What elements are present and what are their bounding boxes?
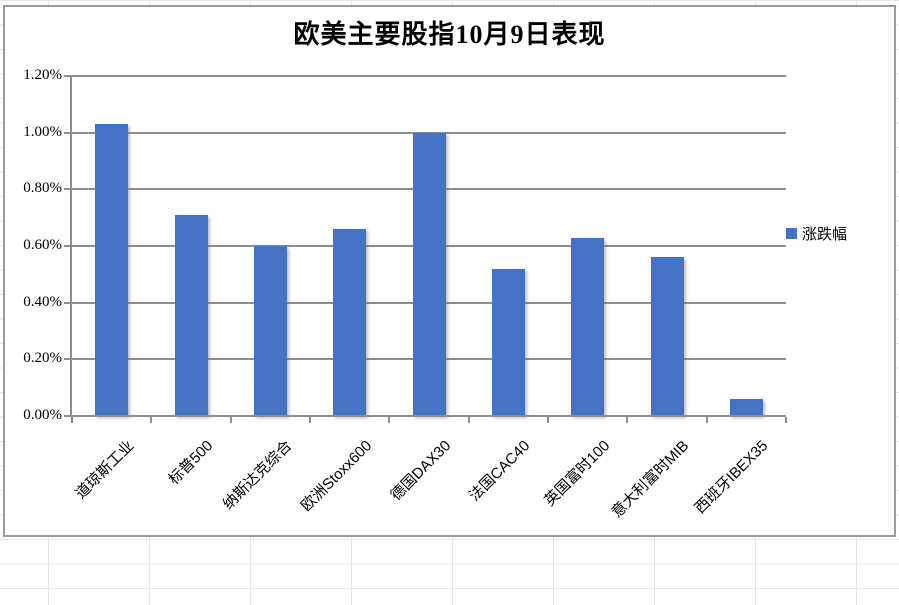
legend: 涨跌幅 — [786, 223, 847, 244]
chart-title: 欧美主要股指10月9日表现 — [293, 20, 606, 49]
legend-series-label: 涨跌幅 — [802, 226, 848, 243]
legend-color-swatch — [786, 228, 797, 239]
chart-area — [3, 5, 896, 537]
